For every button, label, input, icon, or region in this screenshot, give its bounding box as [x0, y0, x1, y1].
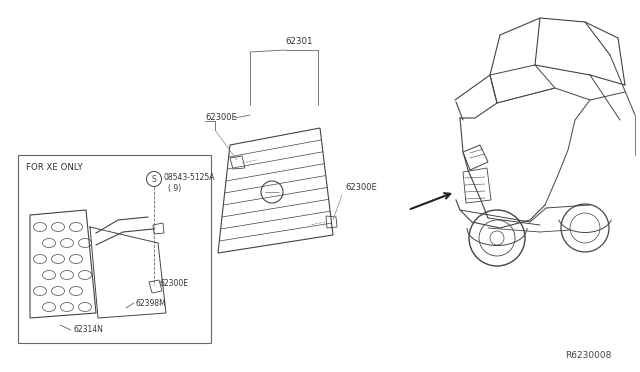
Text: FOR XE ONLY: FOR XE ONLY — [26, 163, 83, 171]
Text: 62301: 62301 — [285, 38, 312, 46]
Text: ( 9): ( 9) — [168, 183, 181, 192]
Text: 62300E: 62300E — [205, 113, 237, 122]
Text: 08543-5125A: 08543-5125A — [163, 173, 214, 183]
Text: 62300E: 62300E — [345, 183, 377, 192]
Text: 62314N: 62314N — [73, 326, 103, 334]
Text: 62398M: 62398M — [136, 298, 167, 308]
Text: 62300E: 62300E — [160, 279, 189, 288]
Text: R6230008: R6230008 — [565, 350, 611, 359]
Text: S: S — [151, 174, 156, 183]
Bar — [18, 155, 211, 343]
